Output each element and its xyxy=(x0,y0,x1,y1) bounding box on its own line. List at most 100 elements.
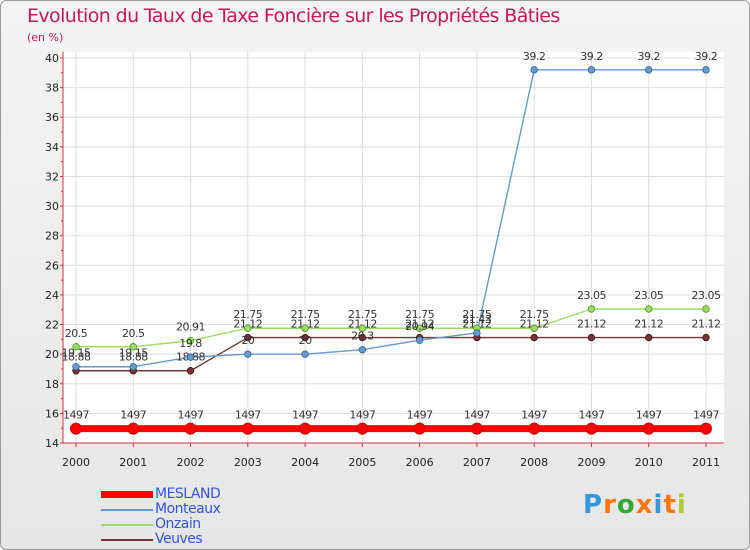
data-label-onzain: 21.75 xyxy=(291,308,320,321)
data-label-monteaux: 19.15 xyxy=(62,347,91,360)
data-label-veuves: 21.12 xyxy=(462,318,491,331)
legend-swatch-monteaux xyxy=(101,508,153,511)
x-tick-label: 2007 xyxy=(463,456,491,469)
data-label-onzain: 23.05 xyxy=(692,289,721,302)
y-tick-label: 32 xyxy=(45,170,59,183)
data-point-veuves xyxy=(301,333,309,342)
data-label-monteaux: 19.8 xyxy=(179,337,202,350)
data-point-onzain xyxy=(358,324,367,332)
data-point-monteaux xyxy=(473,329,481,337)
y-tick-label: 34 xyxy=(45,141,59,154)
x-tick-label: 2000 xyxy=(62,456,90,469)
data-point-veuves xyxy=(530,333,538,342)
data-label-mesland: 1497 xyxy=(292,409,318,422)
legend-swatch-mesland xyxy=(101,491,153,498)
data-point-mesland xyxy=(70,422,82,435)
data-label-onzain: 23.05 xyxy=(634,289,663,302)
data-label-monteaux: 39.2 xyxy=(637,50,660,63)
legend-swatch-veuves xyxy=(101,538,153,541)
data-point-onzain xyxy=(415,324,424,332)
data-label-mesland: 1497 xyxy=(63,409,89,422)
legend-item-monteaux: Monteaux xyxy=(101,501,221,517)
x-tick-label: 2010 xyxy=(635,456,663,469)
data-point-veuves xyxy=(244,333,252,342)
legend-label-onzain: Onzain xyxy=(155,516,201,532)
legend-label-monteaux: Monteaux xyxy=(155,501,221,517)
data-label-mesland: 1497 xyxy=(235,409,261,422)
data-label-onzain: 21.75 xyxy=(348,308,377,321)
data-label-veuves: 21.12 xyxy=(634,318,663,331)
data-point-monteaux xyxy=(702,66,710,74)
data-label-mesland: 1497 xyxy=(521,409,547,422)
data-point-onzain xyxy=(702,305,710,313)
y-tick-label: 36 xyxy=(45,111,59,124)
data-point-mesland xyxy=(700,422,712,435)
series-line-monteaux xyxy=(76,69,706,368)
data-label-mesland: 1497 xyxy=(464,409,490,422)
y-tick-label: 30 xyxy=(45,200,59,213)
legend-item-veuves: Veuves xyxy=(101,532,220,547)
data-point-mesland xyxy=(642,422,655,435)
data-label-onzain: 21.75 xyxy=(405,308,434,321)
data-point-mesland xyxy=(470,422,483,435)
data-point-monteaux xyxy=(415,336,424,344)
y-tick-label: 24 xyxy=(45,289,59,302)
data-point-monteaux xyxy=(129,363,137,371)
data-point-mesland xyxy=(356,422,369,435)
data-label-veuves: 21.12 xyxy=(520,318,549,331)
x-tick-label: 2005 xyxy=(348,456,376,469)
logo-letter: x xyxy=(635,490,654,520)
data-label-veuves: 18.88 xyxy=(119,351,148,364)
data-label-onzain: 23.05 xyxy=(577,289,606,302)
data-point-veuves xyxy=(702,333,710,342)
x-tick-label: 2004 xyxy=(291,456,319,469)
y-tick-label: 22 xyxy=(45,319,59,332)
data-label-onzain: 21.75 xyxy=(233,308,262,321)
data-label-onzain: 20.91 xyxy=(176,321,205,334)
data-label-veuves: 21.12 xyxy=(348,318,377,331)
data-point-mesland xyxy=(585,422,598,435)
proxiti-logo: Proxiti xyxy=(583,490,687,520)
data-point-onzain xyxy=(129,343,137,351)
data-point-veuves xyxy=(645,333,653,342)
logo-letter: t xyxy=(663,490,677,520)
data-point-mesland xyxy=(241,422,254,435)
x-tick-label: 2001 xyxy=(119,456,147,469)
data-point-monteaux xyxy=(244,350,252,358)
x-tick-label: 2011 xyxy=(692,456,720,469)
data-label-monteaux: 20.94 xyxy=(405,320,434,333)
x-tick-label: 2008 xyxy=(520,456,548,469)
data-label-onzain: 21.75 xyxy=(462,308,491,321)
data-label-veuves: 21.12 xyxy=(291,318,320,331)
y-tick-label: 38 xyxy=(45,82,59,95)
legend-swatch-onzain xyxy=(101,523,153,526)
data-label-mesland: 1497 xyxy=(407,409,433,422)
y-tick-label: 18 xyxy=(45,378,59,391)
data-label-monteaux: 39.2 xyxy=(695,50,718,63)
data-label-onzain: 20.5 xyxy=(122,327,145,340)
data-label-mesland: 1497 xyxy=(693,409,719,422)
data-label-monteaux: 20 xyxy=(241,334,254,347)
x-tick-label: 2006 xyxy=(406,456,434,469)
legend-item-onzain: Onzain xyxy=(101,517,220,532)
data-point-mesland xyxy=(127,422,140,435)
x-tick-label: 2002 xyxy=(177,456,205,469)
data-point-veuves xyxy=(587,333,596,342)
data-label-monteaux: 20.3 xyxy=(351,330,374,343)
legend-label-mesland: MESLAND xyxy=(155,486,221,502)
data-point-onzain xyxy=(530,324,538,332)
data-point-monteaux xyxy=(587,66,596,74)
y-tick-label: 14 xyxy=(45,437,59,450)
data-point-monteaux xyxy=(645,66,653,74)
data-label-veuves: 18.88 xyxy=(62,351,91,364)
chart-legend: MESLAND Monteaux Onzain Veuves xyxy=(101,486,221,547)
plot-area xyxy=(63,52,724,443)
legend-label-veuves: Veuves xyxy=(155,531,203,547)
x-tick-label: 2009 xyxy=(577,456,605,469)
data-label-monteaux: 39.2 xyxy=(580,50,603,63)
data-point-onzain xyxy=(244,324,252,332)
data-label-mesland: 1497 xyxy=(578,409,604,422)
data-point-monteaux xyxy=(530,66,538,74)
data-label-onzain: 20.5 xyxy=(65,327,88,340)
